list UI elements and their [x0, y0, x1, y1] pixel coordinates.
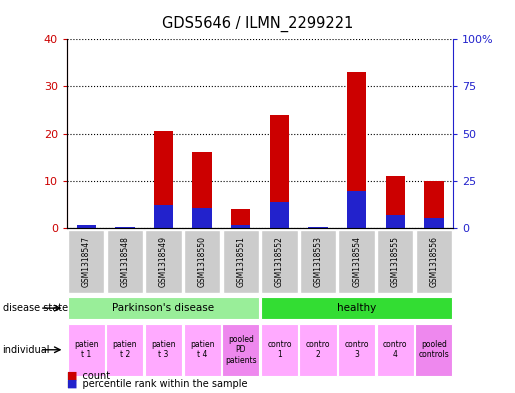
FancyBboxPatch shape	[184, 230, 220, 293]
Bar	[77, 225, 96, 228]
Text: GSM1318550: GSM1318550	[198, 236, 207, 287]
Bar	[347, 191, 366, 228]
FancyBboxPatch shape	[145, 230, 182, 293]
Text: patien
t 3: patien t 3	[151, 340, 176, 360]
Text: disease state: disease state	[3, 303, 67, 313]
Bar	[424, 181, 443, 228]
Text: ■  percentile rank within the sample: ■ percentile rank within the sample	[67, 379, 247, 389]
FancyBboxPatch shape	[415, 324, 452, 376]
Text: contro
1: contro 1	[267, 340, 291, 360]
Bar	[386, 215, 405, 228]
Bar	[193, 208, 212, 228]
Text: pooled
PD
patients: pooled PD patients	[225, 335, 256, 365]
FancyBboxPatch shape	[338, 324, 375, 376]
Bar	[154, 205, 173, 228]
FancyBboxPatch shape	[106, 324, 143, 376]
Text: GSM1318547: GSM1318547	[82, 236, 91, 287]
Bar	[193, 152, 212, 228]
Bar	[231, 225, 250, 228]
Text: contro
3: contro 3	[345, 340, 369, 360]
Text: patien
t 1: patien t 1	[74, 340, 98, 360]
Bar	[308, 226, 328, 228]
FancyBboxPatch shape	[377, 230, 414, 293]
Text: GSM1318555: GSM1318555	[391, 236, 400, 287]
FancyBboxPatch shape	[338, 230, 375, 293]
FancyBboxPatch shape	[67, 297, 259, 319]
Bar	[231, 209, 250, 228]
FancyBboxPatch shape	[222, 324, 259, 376]
FancyBboxPatch shape	[261, 324, 298, 376]
Bar	[115, 226, 134, 228]
Bar	[424, 218, 443, 228]
Text: GSM1318549: GSM1318549	[159, 236, 168, 287]
Text: GSM1318552: GSM1318552	[275, 236, 284, 287]
Text: patien
t 4: patien t 4	[190, 340, 214, 360]
Text: individual: individual	[3, 345, 50, 355]
Text: GSM1318553: GSM1318553	[314, 236, 322, 287]
FancyBboxPatch shape	[416, 230, 452, 293]
Text: ■: ■	[67, 378, 78, 388]
Text: GSM1318551: GSM1318551	[236, 236, 245, 287]
Bar	[77, 226, 96, 228]
FancyBboxPatch shape	[376, 324, 414, 376]
Text: healthy: healthy	[337, 303, 376, 312]
Bar	[154, 131, 173, 228]
FancyBboxPatch shape	[107, 230, 143, 293]
FancyBboxPatch shape	[261, 297, 452, 319]
Text: GSM1318548: GSM1318548	[121, 236, 129, 287]
Text: contro
2: contro 2	[306, 340, 330, 360]
FancyBboxPatch shape	[261, 230, 298, 293]
Text: pooled
controls: pooled controls	[419, 340, 449, 360]
FancyBboxPatch shape	[183, 324, 220, 376]
FancyBboxPatch shape	[300, 230, 336, 293]
Bar	[270, 115, 289, 228]
FancyBboxPatch shape	[67, 324, 105, 376]
Bar	[386, 176, 405, 228]
Text: GSM1318556: GSM1318556	[430, 236, 438, 287]
Text: GSM1318554: GSM1318554	[352, 236, 361, 287]
Bar	[347, 72, 366, 228]
FancyBboxPatch shape	[68, 230, 105, 293]
Text: ■: ■	[67, 371, 78, 380]
Bar	[270, 202, 289, 228]
FancyBboxPatch shape	[299, 324, 336, 376]
FancyBboxPatch shape	[222, 230, 259, 293]
Text: ■  count: ■ count	[67, 371, 110, 381]
FancyBboxPatch shape	[145, 324, 182, 376]
Text: GDS5646 / ILMN_2299221: GDS5646 / ILMN_2299221	[162, 16, 353, 32]
Text: contro
4: contro 4	[383, 340, 407, 360]
Text: patien
t 2: patien t 2	[113, 340, 137, 360]
Text: Parkinson's disease: Parkinson's disease	[112, 303, 215, 312]
